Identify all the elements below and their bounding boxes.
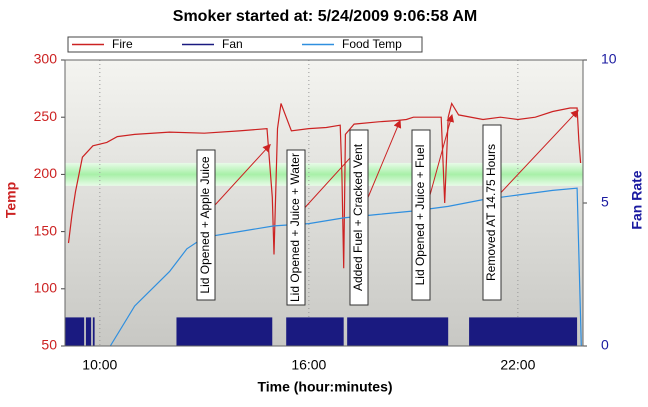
annotation-box xyxy=(482,124,502,301)
chart-title: Smoker started at: 5/24/2009 9:06:58 AM xyxy=(173,8,477,25)
annotation-arrow xyxy=(367,119,402,198)
x-axis-label: Time (hour:minutes) xyxy=(257,379,392,395)
y-tick-label: 250 xyxy=(34,108,58,124)
annotation-arrow xyxy=(429,113,455,196)
plot-area xyxy=(65,60,583,346)
legend-label: Fan xyxy=(222,37,243,51)
y-tick-label: 300 xyxy=(34,51,58,67)
y-tick-label: 200 xyxy=(34,165,58,181)
annotation-text: Lid Opened + Apple Juice xyxy=(198,156,212,293)
plot-border xyxy=(64,59,584,347)
series-line xyxy=(67,101,582,269)
y2-tick-label: 0 xyxy=(601,337,609,353)
series-line xyxy=(109,187,582,347)
annotation-arrow xyxy=(500,109,579,193)
fan-bar xyxy=(85,317,92,346)
fan-bar xyxy=(65,317,85,346)
y-tick-label: 100 xyxy=(34,280,58,296)
y-tick-label: 50 xyxy=(41,337,57,353)
legend-label: Food Temp xyxy=(342,37,402,51)
annotation-box xyxy=(286,149,306,306)
y2-axis-label: Fan Rate xyxy=(629,170,645,229)
annotation-box xyxy=(196,149,216,301)
x-tick-label: 10:00 xyxy=(82,357,117,373)
annotation-text: Removed AT 14.75 Hours xyxy=(484,144,498,281)
x-tick-label: 16:00 xyxy=(291,357,326,373)
legend-label: Fire xyxy=(112,37,133,51)
annotation-arrow xyxy=(214,143,271,206)
annotation-text: Lid Opened + Juice + Water xyxy=(288,153,302,302)
legend xyxy=(67,36,423,53)
annotation-text: Lid Opened + Juice + Fuel xyxy=(413,145,427,286)
fan-bar xyxy=(347,317,449,346)
y2-tick-label: 5 xyxy=(601,194,609,210)
annotation-box xyxy=(349,129,369,306)
target-band xyxy=(65,162,583,186)
y2-tick-label: 10 xyxy=(601,51,617,67)
annotation-text: Added Fuel + Cracked Vent xyxy=(351,143,365,291)
y-axis-label: Temp xyxy=(3,182,19,218)
fan-bar xyxy=(92,317,95,346)
fan-bar xyxy=(176,317,273,346)
fan-bar xyxy=(286,317,344,346)
annotation-box xyxy=(411,129,431,301)
fan-bar xyxy=(469,317,578,346)
x-tick-label: 22:00 xyxy=(500,357,535,373)
y-tick-label: 150 xyxy=(34,222,58,238)
